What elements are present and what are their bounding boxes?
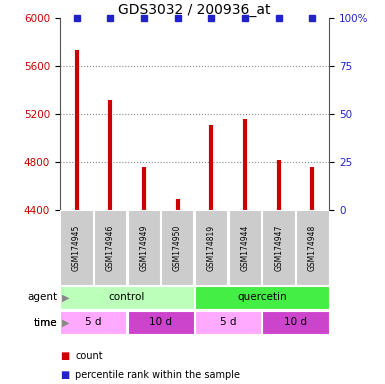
Title: GDS3032 / 200936_at: GDS3032 / 200936_at	[118, 3, 271, 17]
Text: GSM174949: GSM174949	[139, 224, 148, 271]
Text: agent: agent	[28, 293, 58, 303]
Text: GSM174945: GSM174945	[72, 224, 81, 271]
Text: percentile rank within the sample: percentile rank within the sample	[75, 370, 240, 380]
Text: GSM174946: GSM174946	[106, 224, 115, 271]
Text: ▶: ▶	[62, 318, 69, 328]
FancyBboxPatch shape	[60, 210, 93, 285]
FancyBboxPatch shape	[128, 210, 160, 285]
Text: GSM174944: GSM174944	[241, 224, 249, 271]
Text: control: control	[109, 292, 145, 302]
Text: count: count	[75, 351, 103, 361]
Text: 10 d: 10 d	[149, 317, 172, 327]
FancyBboxPatch shape	[94, 210, 126, 285]
Text: GSM174947: GSM174947	[274, 224, 283, 271]
FancyBboxPatch shape	[263, 311, 328, 334]
FancyBboxPatch shape	[263, 210, 295, 285]
FancyBboxPatch shape	[128, 311, 194, 334]
FancyBboxPatch shape	[60, 286, 194, 309]
Text: 5 d: 5 d	[85, 317, 102, 327]
FancyBboxPatch shape	[195, 210, 228, 285]
FancyBboxPatch shape	[229, 210, 261, 285]
FancyBboxPatch shape	[296, 210, 328, 285]
FancyBboxPatch shape	[195, 311, 261, 334]
Text: 5 d: 5 d	[220, 317, 236, 327]
FancyBboxPatch shape	[161, 210, 194, 285]
Text: GSM174950: GSM174950	[173, 224, 182, 271]
Text: ■: ■	[60, 370, 69, 380]
Text: quercetin: quercetin	[237, 292, 286, 302]
Text: 10 d: 10 d	[284, 317, 307, 327]
Text: ▶: ▶	[62, 293, 69, 303]
FancyBboxPatch shape	[195, 286, 328, 309]
Text: time: time	[34, 318, 58, 328]
Text: GSM174819: GSM174819	[207, 224, 216, 271]
Text: time: time	[34, 318, 58, 328]
FancyBboxPatch shape	[60, 311, 126, 334]
Text: GSM174948: GSM174948	[308, 224, 317, 271]
Text: ■: ■	[60, 351, 69, 361]
